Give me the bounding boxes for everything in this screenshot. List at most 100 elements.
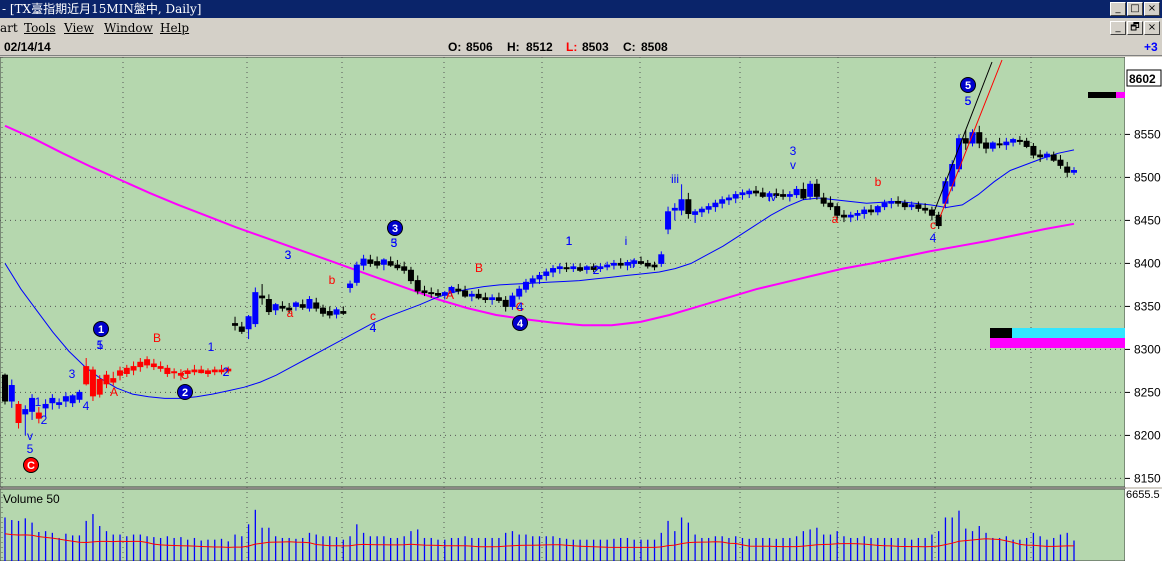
- wave-label: 5: [27, 442, 34, 456]
- candle-body: [583, 266, 590, 270]
- candle-body: [1037, 154, 1044, 158]
- candle-body: [983, 142, 990, 149]
- candle-body: [590, 266, 597, 270]
- y-tick-label: 8200: [1134, 428, 1161, 442]
- wave-label: 2: [223, 365, 230, 379]
- candle-body: [543, 271, 550, 276]
- wave-label: 4: [517, 300, 524, 314]
- candle-body: [881, 202, 888, 208]
- candle-body: [915, 204, 922, 209]
- mdi-restore-button[interactable]: 🗗: [1127, 21, 1143, 35]
- wave-circle: [387, 220, 403, 236]
- wave-label: 5: [965, 94, 972, 108]
- candle-body: [150, 363, 157, 368]
- wave-label: a: [287, 306, 294, 320]
- wave-label: B: [153, 331, 161, 345]
- menu-view[interactable]: View: [64, 21, 94, 35]
- candle-body: [49, 397, 56, 404]
- volume-axis-label: 6655.5: [1126, 489, 1160, 501]
- candle-body: [333, 309, 340, 315]
- menu-help[interactable]: Help: [160, 21, 190, 35]
- wave-label: 4: [370, 321, 377, 335]
- candle-body: [793, 188, 800, 196]
- last-price-box: [1126, 69, 1162, 87]
- minimize-button[interactable]: _: [1110, 2, 1126, 16]
- candle-body: [617, 262, 624, 266]
- mdi-close-button[interactable]: ×: [1144, 21, 1160, 35]
- volume-axis: [1125, 489, 1162, 561]
- candle-body: [123, 367, 130, 374]
- high-label: H:: [507, 40, 520, 54]
- y-tick-label: 8150: [1134, 471, 1161, 485]
- price-plot-background: [0, 57, 1126, 488]
- candle-body: [184, 370, 191, 374]
- candle-body: [29, 397, 36, 412]
- candle-body: [110, 378, 117, 383]
- candle-body: [780, 194, 787, 197]
- menu-tools[interactable]: Tools: [24, 21, 56, 35]
- candle-body: [482, 297, 489, 301]
- candle-body: [83, 366, 90, 385]
- wave-label: 2: [593, 263, 600, 277]
- volume-moving-average: [4, 533, 1074, 548]
- candle-body: [759, 192, 766, 197]
- y-tick-label: 8350: [1134, 299, 1161, 313]
- wave-label: b: [329, 273, 336, 287]
- wave-label: 4: [930, 231, 937, 245]
- candle-body: [725, 197, 732, 201]
- candle-body: [313, 302, 320, 309]
- candle-body: [340, 311, 347, 314]
- wave-circle-label: 3: [392, 223, 398, 235]
- wave-label: a: [832, 212, 839, 226]
- candle-body: [962, 138, 969, 144]
- title-bar: - [TX臺指期近月15MIN盤中, Daily] _ □ ×: [0, 0, 1162, 18]
- wave-circles: C 1 2 3 4 5: [23, 77, 976, 473]
- candle-body: [225, 368, 232, 372]
- menu-window[interactable]: Window: [104, 21, 153, 35]
- change-value: +3: [1144, 40, 1158, 54]
- maximize-button[interactable]: □: [1127, 2, 1143, 16]
- candle-body: [847, 214, 854, 218]
- candle-body: [204, 370, 211, 374]
- candle-body: [394, 264, 401, 269]
- candle-body: [462, 290, 469, 297]
- candle-body: [387, 261, 394, 266]
- wave-label: 1: [566, 234, 573, 248]
- candle-body: [996, 143, 1003, 146]
- wave-label: 1: [97, 338, 104, 352]
- candle-body: [144, 359, 151, 366]
- candle-body: [719, 199, 726, 204]
- wave-label: 5: [391, 236, 398, 250]
- candle-body: [624, 262, 631, 266]
- candle-body: [834, 206, 841, 216]
- candle-body: [786, 194, 793, 197]
- menu-chart[interactable]: art: [0, 21, 18, 35]
- candle-body: [1010, 139, 1017, 143]
- wave-label: C: [181, 368, 190, 382]
- candle-body: [989, 142, 996, 149]
- wave-label: 3: [391, 236, 398, 250]
- candle-body: [610, 262, 617, 266]
- candle-body: [286, 307, 293, 311]
- wave-circle-label: 4: [517, 318, 524, 330]
- y-tick-label: 8500: [1134, 170, 1161, 184]
- candle-body: [306, 299, 313, 309]
- candle-body: [137, 361, 144, 368]
- close-button[interactable]: ×: [1144, 2, 1160, 16]
- wave-label: 2: [223, 365, 230, 379]
- candle-body: [299, 304, 306, 308]
- wave-label: A: [110, 385, 118, 399]
- candle-body: [448, 286, 455, 294]
- candle-body: [1043, 153, 1050, 158]
- candle-body: [563, 267, 570, 270]
- wave-label: v: [27, 429, 33, 443]
- black-trendline: [933, 61, 993, 213]
- last-price-label: 8602: [1129, 72, 1156, 86]
- candle-body: [157, 366, 164, 369]
- mdi-minimize-button[interactable]: _: [1110, 21, 1126, 35]
- wave-circle: [960, 77, 976, 93]
- candle-body: [414, 280, 421, 292]
- candle-body: [319, 307, 326, 314]
